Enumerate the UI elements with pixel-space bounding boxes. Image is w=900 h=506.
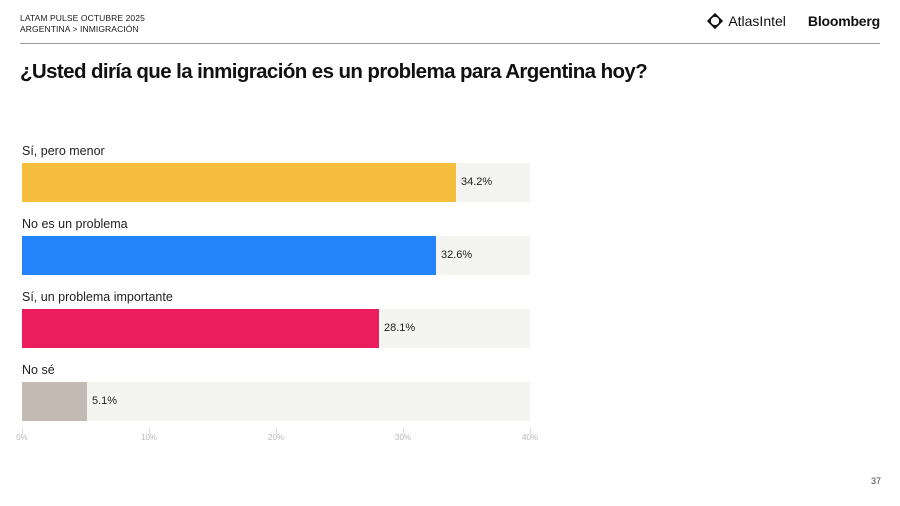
bar xyxy=(22,163,456,202)
bar-category-label: No es un problema xyxy=(22,217,128,231)
x-tick xyxy=(22,428,23,434)
x-tick-label: 30% xyxy=(394,433,412,442)
bar-value-label: 5.1% xyxy=(92,395,118,407)
atlasintel-diamond-icon xyxy=(707,12,724,30)
bar-value-label: 28.1% xyxy=(384,322,416,334)
atlasintel-logo: AtlasIntel xyxy=(706,12,786,30)
x-tick-label: 10% xyxy=(140,433,158,442)
breadcrumb: ARGENTINA > INMIGRACIÓN xyxy=(20,24,139,34)
bar xyxy=(22,309,379,348)
bar-chart: Sí, pero menor 34.2% No es un problema 32.6… xyxy=(22,144,530,436)
bar-value-label: 34.2% xyxy=(461,176,493,188)
bar-category-label: Sí, un problema importante xyxy=(22,290,173,304)
x-axis: 0% 10% 20% 30% 40% xyxy=(16,428,538,448)
header-divider xyxy=(20,43,880,44)
report-header: LATAM PULSE OCTUBRE 2025 ARGENTINA > INM… xyxy=(20,13,145,35)
bar-track: 32.6% xyxy=(22,236,530,275)
x-tick-label: 0% xyxy=(16,433,28,442)
x-tick-label: 20% xyxy=(267,433,285,442)
bar xyxy=(22,236,436,275)
logos: AtlasIntel Bloomberg xyxy=(706,12,880,30)
bar-track: 28.1% xyxy=(22,309,530,348)
bar-track: 5.1% xyxy=(22,382,530,421)
bloomberg-logo: Bloomberg xyxy=(807,13,880,29)
bar-row: No sé 5.1% xyxy=(22,363,530,436)
x-tick xyxy=(149,428,150,434)
report-name: LATAM PULSE OCTUBRE 2025 xyxy=(20,13,145,23)
x-tick-label: 40% xyxy=(521,433,539,442)
atlasintel-logo-text: AtlasIntel xyxy=(728,13,786,29)
chart-title: ¿Usted diría que la inmigración es un pr… xyxy=(20,60,648,83)
x-tick xyxy=(276,428,277,434)
bar-row: Sí, un problema importante 28.1% xyxy=(22,290,530,363)
bar-row: Sí, pero menor 34.2% xyxy=(22,144,530,217)
bar-row: No es un problema 32.6% xyxy=(22,217,530,290)
x-tick xyxy=(530,428,531,434)
bar-category-label: No sé xyxy=(22,363,55,377)
page-number: 37 xyxy=(870,476,881,486)
x-tick xyxy=(403,428,404,434)
bar-category-label: Sí, pero menor xyxy=(22,144,105,158)
bar xyxy=(22,382,87,421)
bar-track: 34.2% xyxy=(22,163,530,202)
bar-value-label: 32.6% xyxy=(441,249,473,261)
